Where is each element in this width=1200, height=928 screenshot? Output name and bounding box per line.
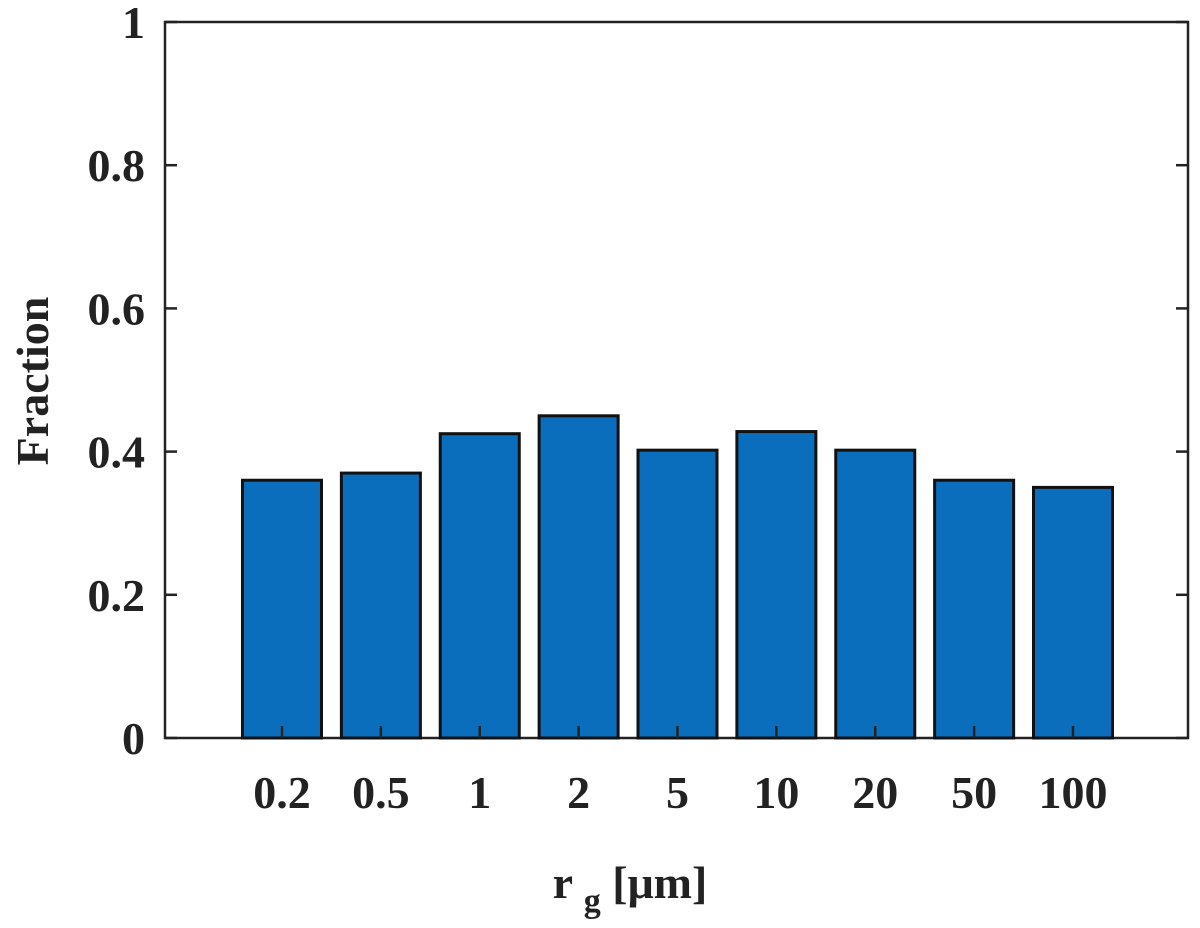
y-tick-label: 0.2 [88, 570, 146, 621]
x-tick-label: 5 [666, 767, 689, 818]
x-tick-label: 1 [468, 767, 491, 818]
bar [933, 478, 1016, 740]
bar [339, 471, 422, 740]
bar [834, 448, 917, 740]
bars-group [241, 414, 1114, 740]
bar [241, 478, 323, 740]
x-tick-label: 0.2 [253, 767, 311, 818]
x-tick-label: 20 [852, 767, 898, 818]
x-tick-label: 10 [753, 767, 799, 818]
y-tick-label: 0.6 [88, 283, 146, 334]
y-tick-label: 0 [122, 713, 145, 764]
x-tick-label: 2 [567, 767, 590, 818]
bar [537, 414, 620, 740]
x-tick-label: 0.5 [352, 767, 410, 818]
y-axis-title: Fraction [7, 297, 58, 466]
bar [636, 448, 719, 740]
x-axis-title-unit: [μm] [612, 857, 707, 908]
y-axis-ticks: 0 0.2 0.4 0.6 0.8 1 [88, 0, 1188, 764]
bar [438, 432, 521, 740]
x-axis-ticks: 0.2 0.5 1 2 5 10 20 50 100 [253, 726, 1108, 818]
y-tick-label: 0.8 [88, 140, 146, 191]
x-axis-title-main: r [553, 857, 573, 908]
x-axis-title-subscript: g [584, 883, 601, 920]
x-axis-title: r g [μm] [553, 857, 708, 922]
x-tick-label: 100 [1039, 767, 1108, 818]
bar [735, 430, 818, 740]
y-tick-label: 1 [122, 0, 145, 48]
y-tick-label: 0.4 [88, 427, 146, 478]
bar [1032, 485, 1114, 740]
x-tick-label: 50 [951, 767, 997, 818]
